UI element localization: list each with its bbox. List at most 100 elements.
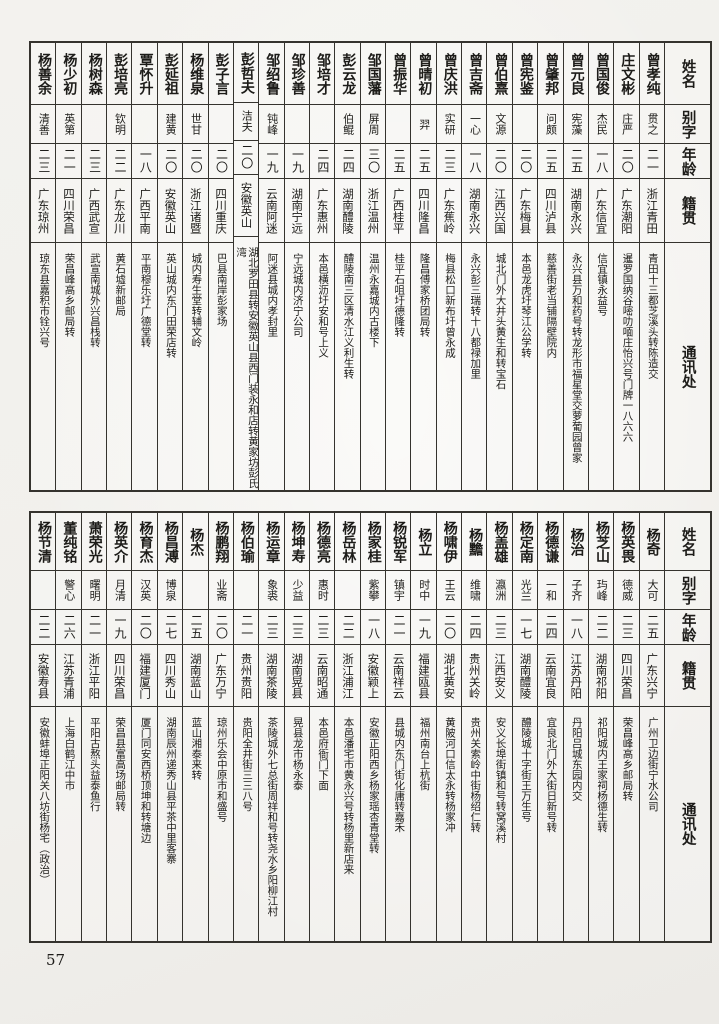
entry-courtesy-name: 光兰: [512, 571, 538, 610]
entry-name: 邹培才: [309, 43, 335, 105]
directory-entry-column: 杨昌溥 博泉 二七 四川秀山 湖南辰州递秀山县平茶中里客寨: [157, 513, 184, 941]
entry-address: 县城内东门街化庸转嘉禾: [393, 717, 406, 833]
directory-entry-column: 彭延祖 建黄 二〇 安徽英山 英山城内东门田荣店转: [157, 43, 184, 490]
directory-entry-column: 杨岳林 二二 浙江浦江 本邑潘宅市黄永兴号转杨里新店来: [335, 513, 361, 941]
directory-entry-column: 曾宪鉴 二〇 广东梅县 本邑龙虎圩琴江公学转: [512, 43, 539, 490]
entry-address: 城内寿生堂转辅文岭: [190, 253, 203, 348]
entry-courtesy-name: 清善: [31, 105, 56, 144]
entry-address: 厦门同安西桥顶坤和转塘边: [139, 717, 152, 843]
entry-address: 本邑龙虎圩琴江公学转: [520, 253, 533, 358]
entry-courtesy-name: [386, 105, 411, 144]
entry-name: 彭哲夫: [233, 43, 259, 104]
entry-name: 杨啸伊: [436, 513, 462, 571]
entry-name: 杨岳林: [335, 513, 360, 571]
entry-name: 杨坤寿: [284, 513, 309, 571]
entry-courtesy-name: 问颇: [538, 105, 563, 144]
entry-name: 杨黵: [462, 513, 487, 571]
directory-entry-column: 曾元良 宪藻 二五 湖南永兴 永兴县万和药号转龙形市福星堂交萝葡园曾家: [563, 43, 589, 490]
entry-native-place: 湖南永兴: [563, 179, 588, 243]
directory-entry-column: 彭云龙 伯鲲 二四 湖南醴陵 醴陵南三区清水江义利生转: [335, 43, 361, 490]
entry-courtesy-name: 博泉: [157, 571, 183, 610]
entry-courtesy-name: 王云: [436, 571, 462, 610]
entry-age: 二三: [309, 610, 335, 645]
entry-courtesy-name: 紫攀: [360, 571, 386, 610]
entry-name: 杨德亮: [309, 513, 335, 571]
directory-entry-column: 曾肇邦 问颇 二五 四川泸县 慈善街老当铺隔壁院内: [538, 43, 564, 490]
entry-native-place: 湖南祁阳: [588, 645, 614, 707]
directory-entry-column: 杨治 子齐 一八 江苏丹阳 丹阳吕城东园内交: [563, 513, 589, 941]
header-age: 年龄: [665, 610, 710, 645]
directory-entry-column: 杨盖雄 瀛洲 二三 江西安义 安义长埠街镇和号转窝溪村: [487, 513, 513, 941]
entry-name: 曾庆洪: [436, 43, 462, 105]
table-header-column: 姓名 别字 年龄 籍贯 通讯处: [665, 43, 710, 490]
entry-address: 荣昌峰高乡邮局转: [63, 253, 76, 337]
directory-entry-column: 曾庆洪 实研 二三 广东蕉岭 梅县松口新布圩曾永成: [436, 43, 463, 490]
entry-name: 曾孝纯: [639, 43, 664, 105]
entry-address: 醴陵南三区清水江义利生转: [342, 253, 355, 379]
entry-age: 一八: [588, 144, 614, 179]
entry-age: 二三: [31, 144, 56, 179]
entry-courtesy-name: 惠时: [309, 571, 335, 610]
entry-courtesy-name: [284, 105, 309, 144]
entry-age: 二二: [31, 610, 56, 645]
directory-entry-column: 杨坤寿 少益 二三 湖南晃县 晃县龙市杨永泰: [284, 513, 310, 941]
entry-native-place: 湖南茶陵: [259, 645, 284, 707]
entry-native-place: 贵州关岭: [462, 645, 487, 707]
entry-native-place: 广东蕉岭: [436, 179, 462, 243]
entry-native-place: 江西安义: [487, 645, 512, 707]
directory-table-lower: 姓名 别字 年龄 籍贯 通讯处 杨奇 大可 二五 广东兴宁 广州卫边街宁水公司 …: [29, 511, 712, 943]
entry-name: 彭培亮: [107, 43, 132, 105]
entry-age: 二〇: [436, 610, 462, 645]
entry-name: 覃怀升: [132, 43, 157, 105]
entry-courtesy-name: 业斋: [208, 571, 233, 610]
directory-entry-column: 曾伯熹 文源 二〇 江西兴国 城北门外大井头黄生和转宝石: [487, 43, 513, 490]
entry-address: 平阳古熬头益泰鱼行: [88, 717, 101, 812]
entry-name: 曾振华: [386, 43, 411, 105]
entry-courtesy-name: 贯之: [639, 105, 664, 144]
entry-courtesy-name: 宪藻: [563, 105, 588, 144]
entry-name: 杨育杰: [132, 513, 157, 571]
entry-courtesy-name: [512, 105, 538, 144]
entry-address: 本邑横沥圩安和号上义: [317, 253, 330, 358]
directory-entry-column: 杨运章 象裘 二三 湖南茶陵 茶陵城外七总街周祥和号转尧水乡阳柳江村: [259, 513, 285, 941]
entry-name: 董纯铭: [56, 513, 81, 571]
entry-address: 安义长埠街镇和号转窝溪村: [494, 717, 507, 843]
entry-address: 宜良北门外大街日新号转: [545, 717, 558, 833]
entry-name: 杨治: [563, 513, 588, 571]
directory-entry-column: 杨锐军 镇宇 二一 云南祥云 县城内东门街化庸转嘉禾: [386, 513, 412, 941]
entry-courtesy-name: 维啸: [462, 571, 487, 610]
directory-entry-column: 杨育杰 汉英 二〇 福建厦门 厦门同安西桥顶坤和转塘边: [132, 513, 158, 941]
page-number: 57: [46, 951, 66, 969]
directory-entry-column: 萧荣光 曙明 二一 浙江平阳 平阳古熬头益泰鱼行: [81, 513, 108, 941]
entry-address: 永兴彭三瑞转十八都禄加里: [469, 253, 482, 379]
entry-age: 二五: [411, 144, 436, 179]
entry-native-place: 广东龙川: [107, 179, 132, 243]
entry-native-place: 浙江诸暨: [183, 179, 208, 243]
entry-address: 信宜镇永益号: [596, 253, 609, 316]
entry-courtesy-name: 少益: [284, 571, 309, 610]
entry-name: 邹国藩: [360, 43, 386, 105]
entry-age: 二三: [81, 144, 107, 179]
entry-address: 贵阳全井街三三八号: [241, 717, 254, 812]
directory-entry-column: 庄文彬 庄严 二〇 广东潮阳 暹罗国纳谷嘧叻喕庄怡兴号门牌一八六六: [614, 43, 640, 490]
header-courtesy-name: 别字: [665, 105, 710, 144]
directory-entry-column: 邹培才 二四 广东惠州 本邑横沥圩安和号上义: [309, 43, 336, 490]
entry-name: 杨昌溥: [157, 513, 183, 571]
entry-native-place: 四川重庆: [208, 179, 233, 243]
entry-name: 彭延祖: [157, 43, 183, 105]
entry-courtesy-name: [335, 571, 360, 610]
entry-native-place: 湖南蓝山: [183, 645, 208, 707]
entry-name: 曾伯熹: [487, 43, 512, 105]
entry-native-place: 江苏丹阳: [563, 645, 588, 707]
entry-native-place: 福建瓯县: [411, 645, 436, 707]
entry-address: 宁远城内济宁公司: [291, 253, 304, 337]
entry-courtesy-name: 一心: [462, 105, 487, 144]
entry-age: 二六: [56, 610, 81, 645]
entry-address: 阿迷县城内孝封里: [266, 253, 279, 337]
entry-native-place: 云南祥云: [386, 645, 411, 707]
entry-native-place: 江苏青浦: [56, 645, 81, 707]
entry-age: 二四: [462, 610, 487, 645]
entry-courtesy-name: 实研: [436, 105, 462, 144]
entry-courtesy-name: 英第: [56, 105, 81, 144]
entry-native-place: 广东惠州: [309, 179, 335, 243]
